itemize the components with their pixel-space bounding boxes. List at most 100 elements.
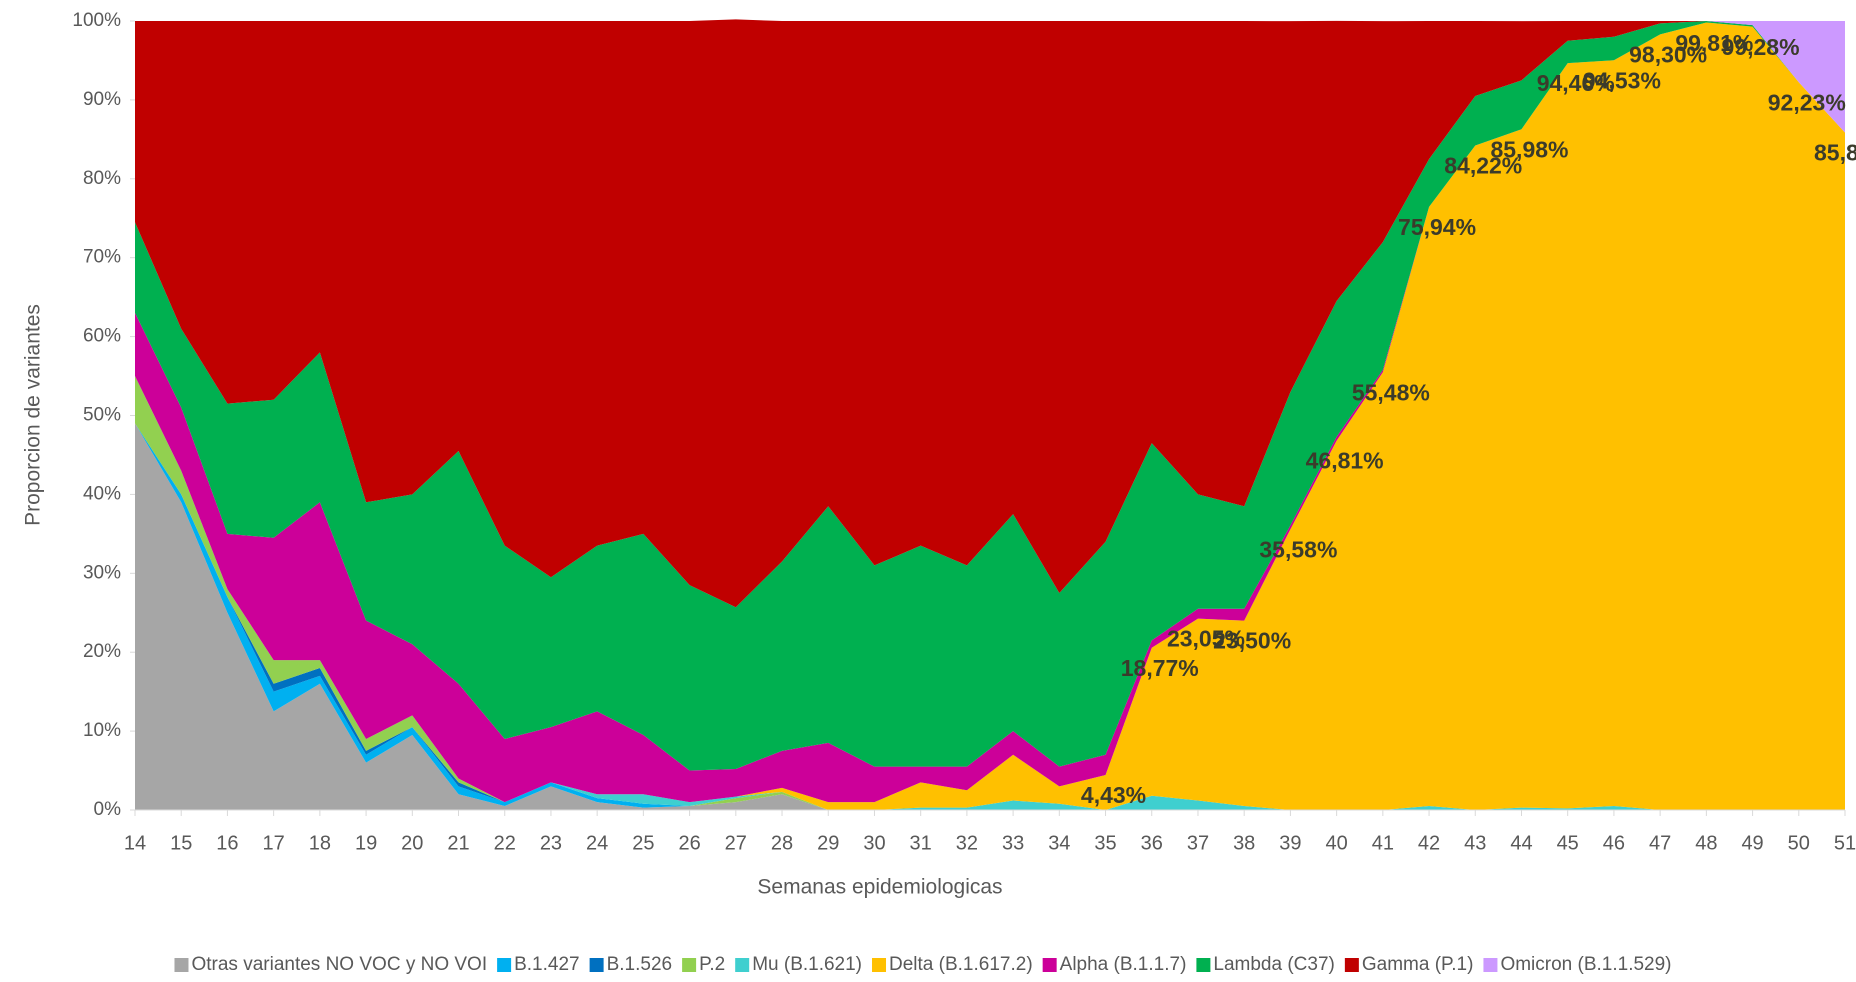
x-tick-label: 16 (216, 832, 238, 854)
legend-label: Delta (B.1.617.2) (889, 954, 1033, 975)
legend-label: Omicron (B.1.1.529) (1500, 954, 1671, 975)
legend-swatch (1483, 958, 1498, 972)
x-tick-label: 17 (263, 832, 285, 854)
x-tick-label: 14 (124, 832, 146, 854)
x-tick-label: 34 (1048, 832, 1070, 854)
y-tick-label: 20% (83, 641, 121, 662)
legend-item: Omicron (B.1.1.529) (1483, 954, 1672, 975)
data-label: 99,81% (1675, 30, 1753, 56)
legend-swatch (735, 958, 750, 972)
data-label: 4,43% (1081, 782, 1146, 808)
y-tick-label: 80% (83, 168, 121, 189)
x-tick-label: 21 (447, 832, 469, 854)
y-tick-label: 60% (83, 326, 121, 347)
x-tick-label: 38 (1233, 832, 1255, 854)
x-tick-label: 32 (956, 832, 978, 854)
y-tick-label: 90% (83, 89, 121, 110)
x-tick-label: 25 (632, 832, 654, 854)
x-tick-label: 35 (1094, 832, 1116, 854)
legend-item: Gamma (P.1) (1344, 954, 1474, 975)
data-label: 84,22% (1444, 153, 1522, 179)
data-label: 85,86% (1814, 140, 1856, 166)
legend-item: Mu (B.1.621) (735, 954, 862, 975)
y-tick-label: 10% (83, 720, 121, 741)
x-tick-label: 23 (540, 832, 562, 854)
data-label: 55,48% (1352, 379, 1430, 405)
area (135, 423, 1845, 810)
x-tick-label: 43 (1464, 832, 1486, 854)
x-tick-label: 36 (1141, 832, 1163, 854)
legend-swatch (1196, 958, 1211, 972)
y-tick-label: 0% (94, 799, 122, 820)
legend-item: Alpha (B.1.1.7) (1042, 954, 1187, 975)
x-tick-label: 44 (1510, 832, 1532, 854)
x-tick-label: 48 (1695, 832, 1717, 854)
legend-item: Otras variantes NO VOC y NO VOI (174, 954, 487, 975)
x-tick-label: 26 (678, 832, 700, 854)
x-tick-label: 33 (1002, 832, 1024, 854)
data-label: 85,98% (1490, 136, 1568, 162)
x-tick-label: 39 (1279, 832, 1301, 854)
legend-label: Alpha (B.1.1.7) (1060, 954, 1187, 975)
y-tick-label: 100% (72, 10, 121, 31)
data-label: 35,58% (1259, 536, 1337, 562)
x-axis-label: Semanas epidemiologicas (757, 876, 1002, 899)
y-axis-label: Proporcion de variantes (22, 304, 45, 526)
area (135, 19, 1845, 608)
data-label: 75,94% (1398, 214, 1476, 240)
x-tick-label: 27 (725, 832, 747, 854)
x-tick-label: 51 (1834, 832, 1856, 854)
area (135, 21, 1845, 771)
legend-item: Delta (B.1.617.2) (872, 954, 1033, 975)
legend-swatch (589, 958, 604, 972)
legend-swatch (872, 958, 887, 972)
data-label: 92,23% (1768, 89, 1846, 115)
y-tick-label: 70% (83, 247, 121, 268)
x-tick-label: 24 (586, 832, 608, 854)
legend-label: P.2 (699, 954, 725, 975)
legend-item: B.1.526 (589, 954, 673, 975)
legend-swatch (1042, 958, 1057, 972)
x-tick-label: 19 (355, 832, 377, 854)
legend-item: B.1.427 (497, 954, 580, 975)
data-label: 23,50% (1213, 628, 1291, 654)
x-tick-label: 45 (1557, 832, 1579, 854)
legend: Otras variantes NO VOC y NO VOI B.1.427 B.… (174, 954, 1672, 975)
legend-label: B.1.427 (514, 954, 580, 975)
x-tick-label: 46 (1603, 832, 1625, 854)
x-tick-label: 37 (1187, 832, 1209, 854)
legend-swatch (682, 958, 697, 972)
x-tick-label: 30 (863, 832, 885, 854)
y-tick-label: 30% (83, 562, 121, 583)
legend-swatch (174, 958, 189, 972)
data-label: 46,81% (1306, 448, 1384, 474)
legend-label: Lambda (C37) (1213, 954, 1334, 975)
y-tick-label: 50% (83, 405, 121, 426)
legend-item: P.2 (682, 954, 725, 975)
data-label: 23,05% (1167, 626, 1245, 652)
x-tick-label: 18 (309, 832, 331, 854)
x-tick-label: 40 (1325, 832, 1347, 854)
x-tick-label: 31 (910, 832, 932, 854)
x-tick-label: 29 (817, 832, 839, 854)
legend-label: Gamma (P.1) (1362, 954, 1474, 975)
x-tick-label: 15 (170, 832, 192, 854)
x-tick-label: 20 (401, 832, 423, 854)
data-label: 99,28% (1722, 34, 1800, 60)
legend-label: Mu (B.1.621) (752, 954, 862, 975)
legend-label: B.1.526 (607, 954, 673, 975)
y-tick-label: 40% (83, 483, 121, 504)
legend-swatch (1344, 958, 1359, 972)
data-label: 94,53% (1583, 67, 1661, 93)
legend-item: Lambda (C37) (1196, 954, 1335, 975)
area (135, 22, 1845, 811)
x-tick-label: 50 (1788, 832, 1810, 854)
x-tick-label: 42 (1418, 832, 1440, 854)
x-tick-label: 22 (494, 832, 516, 854)
x-tick-label: 47 (1649, 832, 1671, 854)
x-tick-label: 28 (771, 832, 793, 854)
data-label: 18,77% (1121, 655, 1199, 681)
x-tick-label: 41 (1372, 832, 1394, 854)
data-label: 94,46% (1537, 70, 1615, 96)
